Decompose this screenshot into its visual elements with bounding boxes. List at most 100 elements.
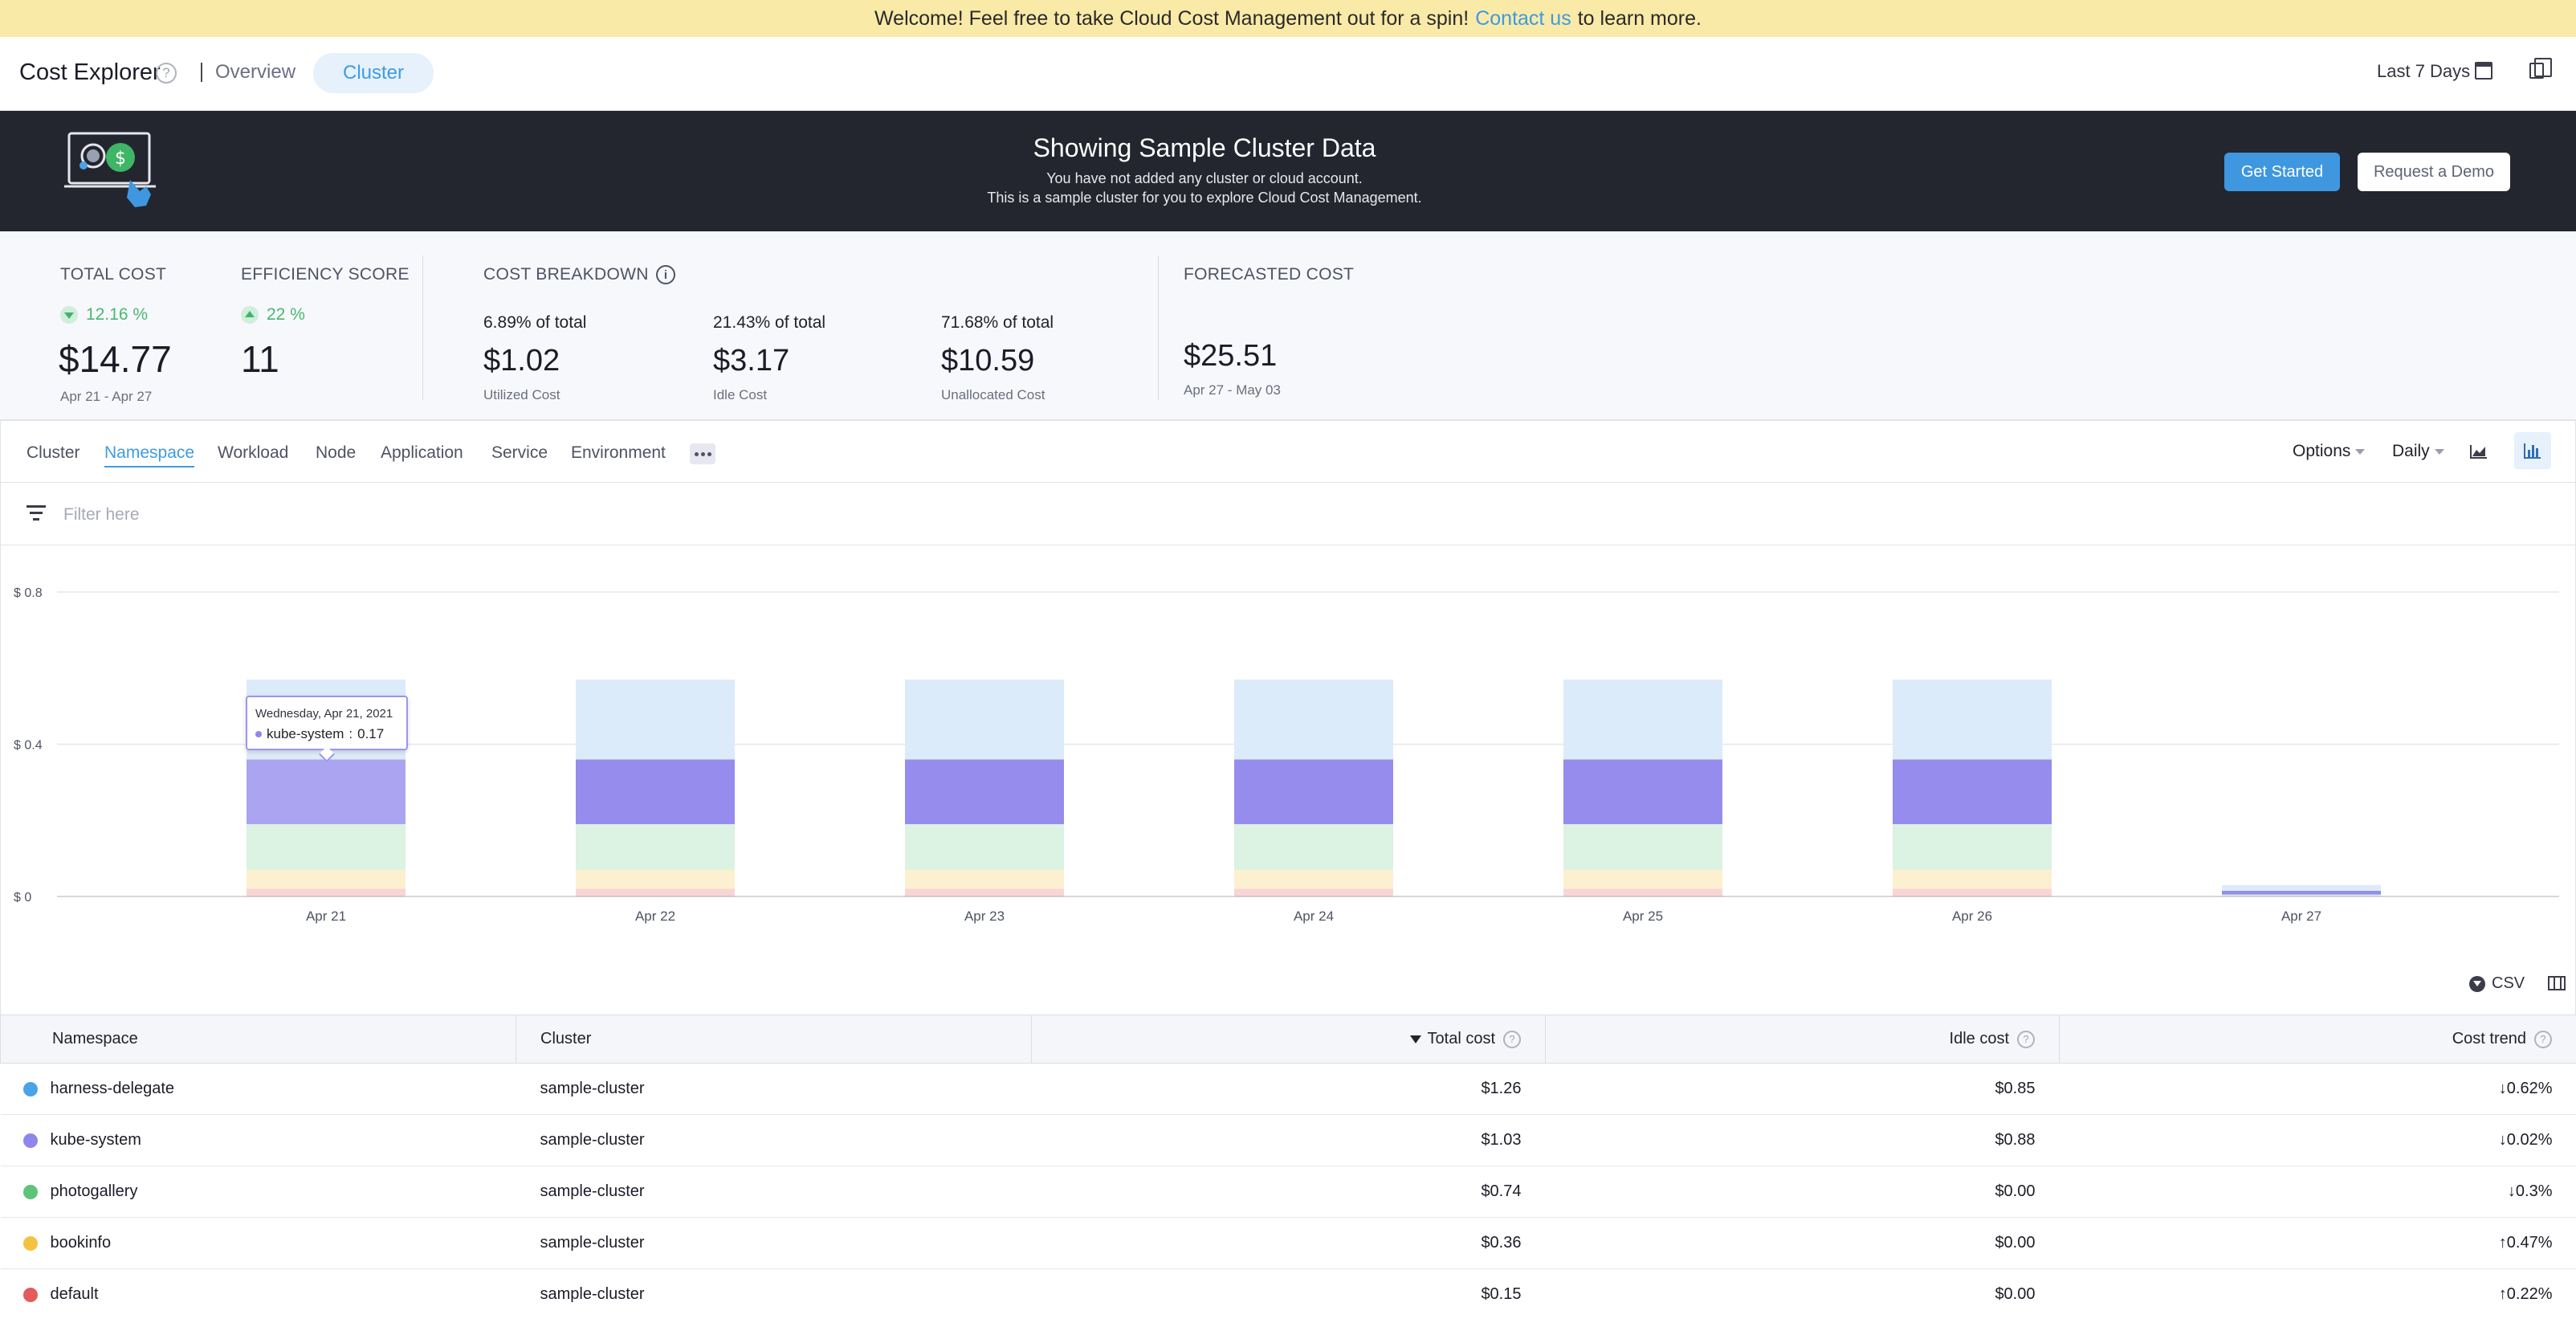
cluster-cell: sample-cluster <box>516 1063 1032 1115</box>
tooltip-date: Wednesday, Apr 21, 2021 <box>255 707 393 721</box>
table-row[interactable]: default sample-cluster $0.15 $0.00 ↑0.22% <box>0 1268 2576 1319</box>
chevron-down-icon <box>2434 448 2444 455</box>
namespace-table: Namespace Cluster Total cost? Idle cost?… <box>0 1015 2576 1319</box>
filter-input[interactable] <box>63 499 706 531</box>
cost-trend-cell: ↑0.47% <box>2059 1217 2576 1269</box>
banner-text-after: to learn more. <box>1577 6 1702 30</box>
column-cluster[interactable]: Cluster <box>516 1015 1032 1064</box>
area-chart-icon[interactable] <box>2469 443 2488 459</box>
cost-summary: TOTAL COST 12.16 % $14.77 Apr 21 - Apr 2… <box>0 231 2576 420</box>
svg-text:$: $ <box>115 149 126 169</box>
tab-workload[interactable]: Workload <box>218 443 289 462</box>
namespace-name: kube-system <box>50 1131 141 1150</box>
column-total-cost[interactable]: Total cost? <box>1031 1015 1546 1064</box>
info-icon[interactable]: i <box>656 265 675 284</box>
sort-desc-icon <box>1409 1035 1421 1043</box>
column-settings-icon[interactable] <box>2548 976 2566 990</box>
table-row[interactable]: kube-system sample-cluster $1.03 $0.88 ↓0.02… <box>0 1114 2576 1166</box>
namespace-name: harness-delegate <box>50 1080 175 1098</box>
bar-segment-default <box>1563 888 1722 896</box>
bar-segment-unallocated <box>1893 679 2052 760</box>
column-namespace[interactable]: Namespace <box>0 1015 516 1064</box>
calendar-icon[interactable] <box>2475 62 2492 80</box>
namespace-name: photogallery <box>50 1182 138 1201</box>
total-cost-cell: $0.36 <box>1031 1217 1546 1269</box>
bar-segment-default <box>1234 888 1393 896</box>
help-icon[interactable]: ? <box>156 63 177 84</box>
help-icon[interactable]: ? <box>2534 1030 2552 1048</box>
bar-segment-photogallery <box>247 823 406 870</box>
x-tick-label: Apr 21 <box>306 909 346 924</box>
contact-us-link[interactable]: Contact us <box>1475 6 1571 30</box>
page-header: Cost Explorer ? Overview Cluster Last 7 … <box>0 37 2576 111</box>
idle-cost-cell: $0.00 <box>1545 1268 2060 1319</box>
idle-cost-cell: $0.88 <box>1545 1114 2060 1166</box>
total-cost-range: Apr 21 - Apr 27 <box>60 389 153 404</box>
bar-segment-default <box>1893 888 2052 896</box>
series-color-dot <box>22 1287 38 1302</box>
bar-segment-kube-system <box>1893 759 2052 824</box>
bar-segment-photogallery <box>576 823 735 870</box>
namespace-name: default <box>50 1285 99 1304</box>
copy-icon[interactable] <box>2529 58 2552 79</box>
tab-overview[interactable]: Overview <box>215 61 296 83</box>
efficiency-score-label: EFFICIENCY SCORE <box>241 265 410 284</box>
tab-node[interactable]: Node <box>316 443 357 462</box>
tab-cluster[interactable]: Cluster <box>313 53 434 93</box>
bar-segment-photogallery <box>1893 823 2052 870</box>
date-range-picker[interactable]: Last 7 Days <box>2377 61 2471 81</box>
column-idle-cost[interactable]: Idle cost? <box>1545 1015 2060 1064</box>
bar-segment-unallocated <box>576 679 735 760</box>
tab-cluster[interactable]: Cluster <box>26 443 80 462</box>
decrease-arrow-icon <box>60 306 78 324</box>
tab-namespace[interactable]: Namespace <box>104 443 195 462</box>
stacked-bar-chart: $ 0 $ 0.4 $ 0.8 Apr 21 Apr 22 Apr 23 Apr 24 Apr… <box>14 586 2559 924</box>
laptop-illustration-icon: $ <box>64 132 156 207</box>
help-icon[interactable]: ? <box>1503 1030 1521 1048</box>
filter-icon[interactable] <box>26 505 46 521</box>
cluster-cell: sample-cluster <box>516 1268 1032 1319</box>
column-cost-trend[interactable]: Cost trend? <box>2059 1015 2576 1064</box>
help-icon[interactable]: ? <box>2017 1030 2035 1048</box>
tab-service[interactable]: Service <box>491 443 548 462</box>
namespace-cell: default <box>0 1268 516 1319</box>
total-cost-delta: 12.16 % <box>60 305 148 325</box>
tab-environment[interactable]: Environment <box>571 443 666 462</box>
more-icon[interactable] <box>690 443 715 464</box>
granularity-dropdown[interactable]: Daily <box>2392 442 2444 461</box>
idle-label: Idle Cost <box>713 387 768 402</box>
forecasted-cost-label: FORECASTED COST <box>1184 265 1355 284</box>
filter-bar <box>0 483 2576 545</box>
y-tick-label: $ 0.4 <box>14 739 43 753</box>
chart-tooltip: Wednesday, Apr 21, 2021 kube-system: 0.1… <box>246 696 408 762</box>
bar-segment-unallocated <box>1234 679 1393 760</box>
total-cost-cell: $1.03 <box>1031 1114 1546 1166</box>
welcome-banner: Welcome! Feel free to take Cloud Cost Ma… <box>0 0 2576 37</box>
table-row[interactable]: photogallery sample-cluster $0.74 $0.00 ↓0.3… <box>0 1166 2576 1218</box>
efficiency-delta-value: 22 % <box>267 305 305 324</box>
forecasted-cost-range: Apr 27 - May 03 <box>1184 382 1281 398</box>
table-toolbar: CSV <box>0 945 2576 1015</box>
bar-segment-bookinfo <box>1234 869 1393 889</box>
bar-segment-kube-system <box>2222 890 2381 895</box>
table-row[interactable]: harness-delegate sample-cluster $1.26 $0.85… <box>0 1063 2576 1115</box>
namespace-cell: photogallery <box>0 1166 516 1218</box>
download-csv-button[interactable]: CSV <box>2469 974 2525 993</box>
tooltip-row: kube-system: 0.17 <box>255 726 384 742</box>
options-label: Options <box>2293 442 2351 460</box>
table-row[interactable]: bookinfo sample-cluster $0.36 $0.00 ↑0.47% <box>0 1217 2576 1269</box>
idle-value: $3.17 <box>713 344 790 378</box>
efficiency-delta: 22 % <box>241 305 305 325</box>
x-tick-label: Apr 27 <box>2281 909 2321 924</box>
bar-segment-photogallery <box>2222 894 2381 896</box>
get-started-button[interactable]: Get Started <box>2224 153 2340 191</box>
cost-trend-cell: ↓0.02% <box>2059 1114 2576 1166</box>
request-demo-button[interactable]: Request a Demo <box>2358 153 2510 191</box>
series-color-dot <box>22 1081 38 1096</box>
summary-divider <box>1158 255 1159 400</box>
bar-chart-toggle[interactable] <box>2514 432 2551 469</box>
options-dropdown[interactable]: Options <box>2293 442 2366 461</box>
bar-segment-kube-system <box>247 759 406 824</box>
tab-application[interactable]: Application <box>381 443 463 462</box>
namespace-cell: bookinfo <box>0 1217 516 1269</box>
